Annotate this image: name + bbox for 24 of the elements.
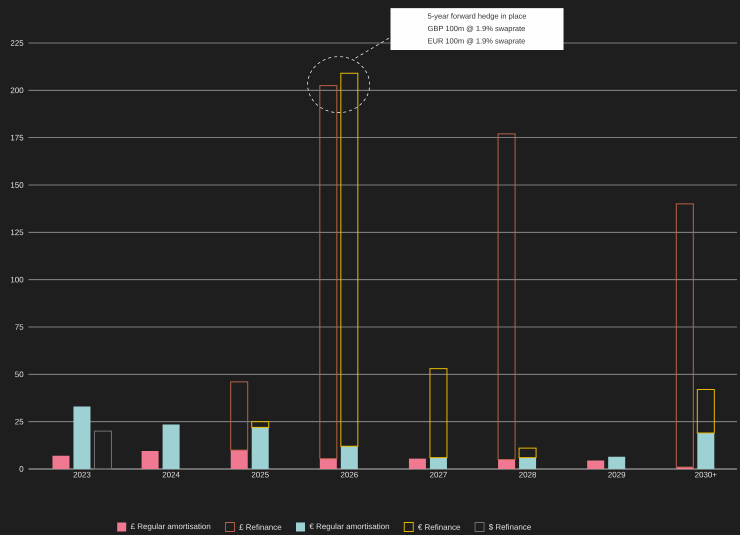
bar [430,458,447,469]
bar [498,133,516,460]
bar [408,458,426,469]
bar [230,381,248,451]
bar [696,388,715,434]
bar [587,460,604,469]
bar [252,427,269,469]
bar [320,458,337,469]
bar [519,458,536,469]
bar [697,433,714,469]
bar [52,456,70,469]
bar [142,451,159,469]
bar [498,460,516,469]
bar [340,446,358,469]
bar [319,85,338,460]
bar [340,72,358,447]
bar [251,421,270,428]
bar [162,424,180,469]
bar [429,368,448,458]
bar [230,450,248,469]
bar [73,406,90,469]
bar [518,448,537,458]
bar [676,203,694,468]
bar [608,456,626,469]
